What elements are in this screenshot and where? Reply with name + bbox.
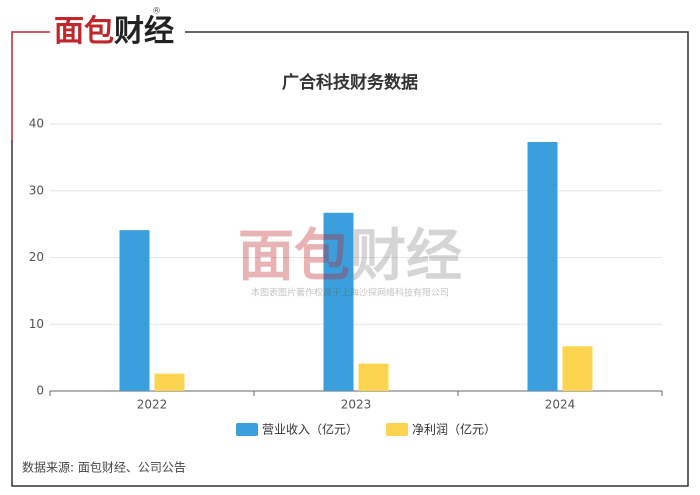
bar — [562, 346, 593, 391]
x-tick-label: 2023 — [341, 398, 372, 412]
watermark-part: 面包 — [238, 224, 350, 289]
x-tick-label: 2024 — [545, 398, 576, 412]
bar — [527, 142, 558, 391]
legend-label: 净利润（亿元） — [412, 422, 496, 437]
y-tick-label: 20 — [29, 250, 44, 264]
y-tick-label: 10 — [29, 317, 44, 331]
bar — [323, 212, 354, 391]
bar — [119, 230, 150, 391]
y-tick-label: 40 — [29, 117, 44, 131]
legend-swatch — [386, 423, 409, 436]
plot: 0 10 20 30 40 2022 2023 2024 营业收入（亿元） 净利润（亿元） — [29, 117, 663, 437]
bar — [154, 373, 185, 391]
source: 数据来源: 面包财经、公司公告 — [22, 460, 186, 475]
y-tick-label: 30 — [29, 183, 44, 197]
frame-accent — [11, 31, 50, 140]
legend-label: 营业收入（亿元） — [262, 422, 358, 437]
logo-part: 面包 — [54, 14, 114, 49]
y-tick-label: 0 — [36, 384, 44, 398]
registered: ® — [152, 7, 161, 17]
legend-swatch — [236, 423, 258, 436]
watermark-note: 本图表图片著作权属于上海沙探网络科技有限公司 — [251, 287, 449, 299]
x-tick-label: 2022 — [137, 398, 168, 412]
watermark: 面包财经 — [238, 224, 462, 289]
logo: 面包财经 — [54, 14, 174, 49]
logo-part: 财经 — [114, 14, 174, 49]
bar — [358, 363, 389, 391]
watermark-group: 面包财经 本图表图片著作权属于上海沙探网络科技有限公司 — [238, 224, 462, 298]
watermark-part: 财经 — [350, 224, 462, 289]
frame — [11, 31, 689, 487]
chart-title: 广合科技财务数据 — [282, 72, 418, 93]
